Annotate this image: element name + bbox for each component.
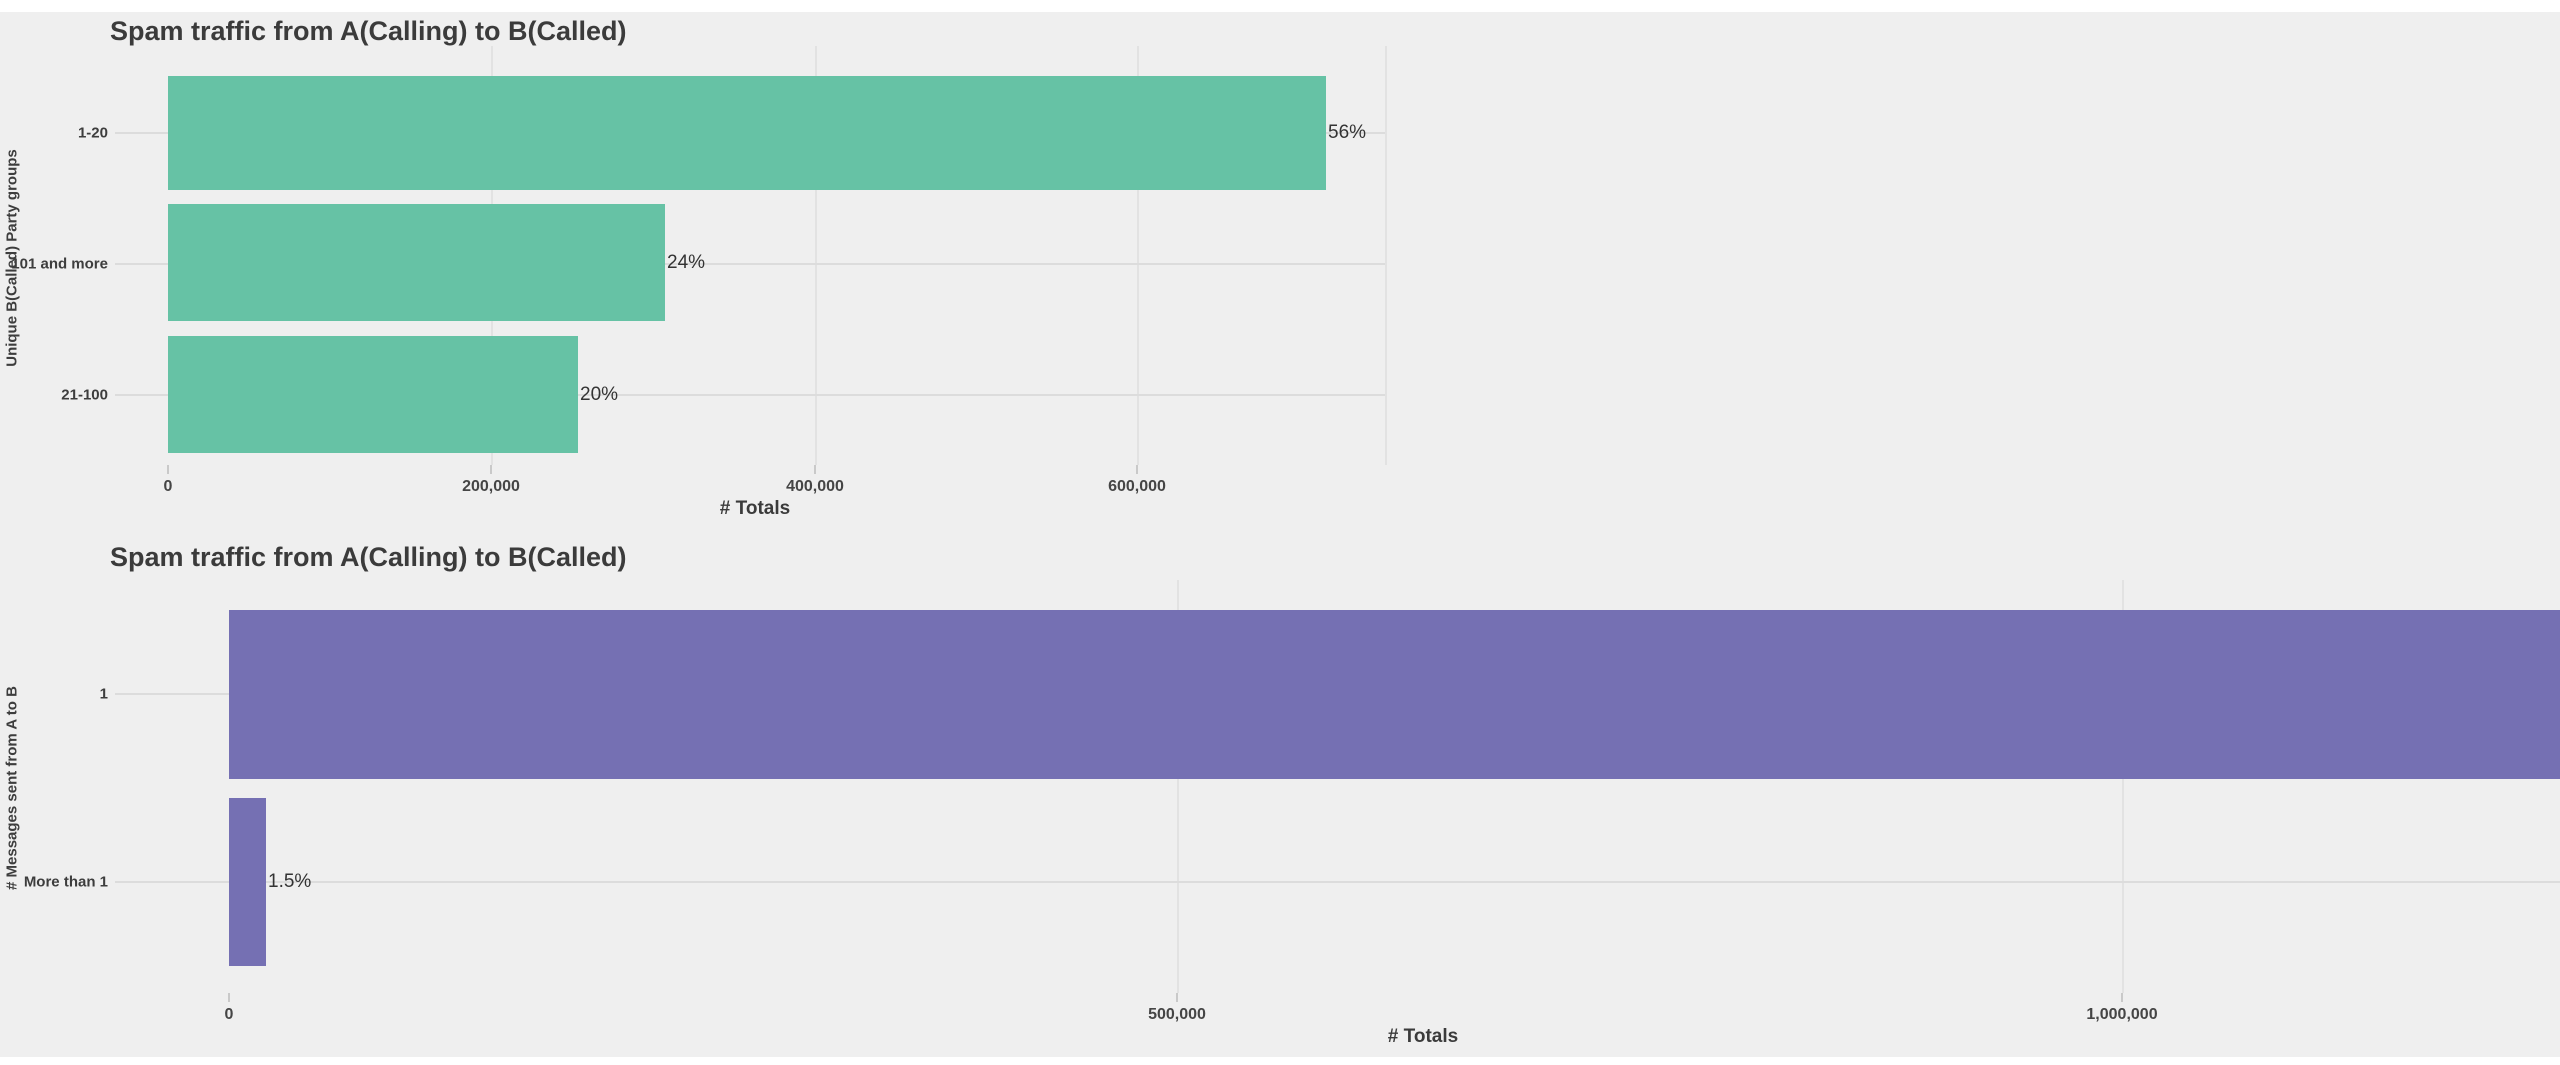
bar-row: 20% xyxy=(168,336,618,453)
category-label: 101 and more xyxy=(11,255,108,273)
bar-row: 24% xyxy=(168,204,705,321)
bottom-margin xyxy=(0,1057,2560,1065)
bar-value-label: 24% xyxy=(667,251,706,273)
category-label: 21-100 xyxy=(61,386,108,404)
category-line xyxy=(115,394,1385,396)
x-tick-label: 200,000 xyxy=(462,478,520,495)
tick-mark xyxy=(814,465,816,474)
bar-value-label: 56% xyxy=(1328,122,1367,143)
bar-101-and-more xyxy=(168,204,665,321)
y-axis-title: # Messages sent from A to B xyxy=(3,686,21,890)
x-axis-title: # Totals xyxy=(1387,1026,1459,1047)
bar-row xyxy=(229,610,2560,779)
tick-mark xyxy=(228,993,230,1002)
category-line xyxy=(115,881,2560,883)
category-line xyxy=(115,263,1385,265)
bar-1-20 xyxy=(168,76,1326,190)
x-axis-title: # Totals xyxy=(719,498,791,519)
plot-right-edge xyxy=(1385,46,1387,465)
x-tick-label: 500,000 xyxy=(1148,1006,1206,1023)
bar-value-label: 1.5% xyxy=(268,871,312,892)
gridline-400k xyxy=(815,46,817,465)
category-label: 1 xyxy=(99,685,108,703)
bar-row: 56% xyxy=(168,76,1366,190)
gridline-1m xyxy=(2122,580,2124,993)
bar-value-label: 20% xyxy=(580,383,619,405)
figure-background: Spam traffic from A(Calling) to B(Called… xyxy=(0,12,2560,1057)
x-tick-label: 1,000,000 xyxy=(2086,1006,2158,1023)
tick-mark xyxy=(1136,465,1138,474)
x-tick-label: 0 xyxy=(163,478,173,495)
bar-21-100 xyxy=(168,336,578,453)
gridline-500k xyxy=(1177,580,1179,993)
gridline-600k xyxy=(1137,46,1139,465)
category-label: 1-20 xyxy=(77,124,108,142)
tick-mark xyxy=(1176,993,1178,1002)
bar-1 xyxy=(229,610,2560,779)
bar-row: 1.5% xyxy=(229,798,311,966)
x-tick-label: 0 xyxy=(224,1006,234,1023)
tick-mark xyxy=(2121,993,2123,1002)
top-margin xyxy=(0,0,2560,12)
bar-more-than-1 xyxy=(229,798,266,966)
tick-mark xyxy=(490,465,492,474)
x-tick-label: 400,000 xyxy=(786,478,844,495)
chart-title: Spam traffic from A(Calling) to B(Called… xyxy=(110,542,627,572)
x-tick-label: 600,000 xyxy=(1108,478,1166,495)
chart-title: Spam traffic from A(Calling) to B(Called… xyxy=(110,16,627,46)
tick-mark xyxy=(167,465,169,474)
category-label: More than 1 xyxy=(23,873,108,891)
